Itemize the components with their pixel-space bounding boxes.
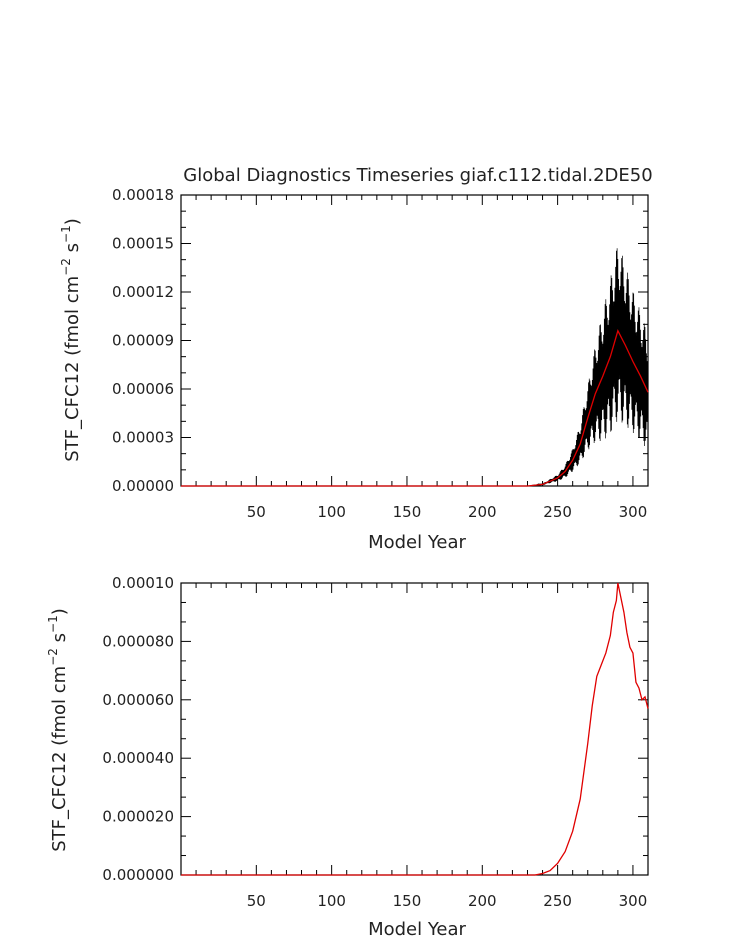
y-axis-title: STF_CFC12 (fmol cm−2 s−1): [59, 218, 83, 462]
y-axis-title-superscript: −2: [59, 258, 73, 276]
top-chart-panel: Global Diagnostics Timeseries giaf.c112.…: [59, 165, 653, 553]
y-axis-title-segment: s: [49, 633, 70, 648]
y-tick-label: 0.00018: [112, 186, 174, 204]
y-tick-label: 0.00009: [112, 332, 174, 350]
y-tick-label: 0.00003: [112, 429, 174, 447]
y-tick-label: 0.000020: [102, 808, 174, 826]
y-axis-title-superscript: −2: [46, 648, 60, 666]
y-axis-title-segment: STF_CFC12 (fmol cm: [62, 276, 83, 462]
y-axis-title-superscript: −1: [46, 615, 60, 633]
y-axis-title-text: STF_CFC12 (fmol cm−2 s−1): [59, 218, 83, 462]
x-tick-label: 200: [468, 892, 497, 910]
y-tick-label: 0.00006: [112, 380, 174, 398]
y-tick-label: 0.00000: [112, 477, 174, 495]
y-axis-title-segment: ): [62, 218, 83, 225]
x-tick-label: 50: [247, 892, 266, 910]
series-line-annual: [181, 582, 649, 876]
x-tick-label: 300: [619, 892, 648, 910]
y-axis-title: STF_CFC12 (fmol cm−2 s−1): [46, 608, 70, 852]
x-tick-label: 300: [619, 503, 648, 521]
x-tick-label: 100: [317, 892, 346, 910]
series-line-annual: [181, 329, 649, 487]
x-tick-label: 100: [317, 503, 346, 521]
x-tick-label: 250: [543, 503, 572, 521]
y-tick-label: 0.00010: [112, 574, 174, 592]
x-tick-label: 50: [247, 503, 266, 521]
plot-area: 50 100 150 200 250 300 0.000000 0.000020 0.00004…: [102, 574, 649, 910]
x-tick-label: 150: [393, 503, 422, 521]
y-tick-label: 0.00015: [112, 235, 174, 253]
chart-title: Global Diagnostics Timeseries giaf.c112.…: [183, 165, 652, 186]
y-tick-label: 0.000040: [102, 749, 174, 767]
x-tick-label: 200: [468, 503, 497, 521]
x-axis-title: Model Year: [368, 532, 466, 553]
y-tick-label: 0.000060: [102, 691, 174, 709]
y-tick-label: 0.00012: [112, 283, 174, 301]
y-axis-title-text: STF_CFC12 (fmol cm−2 s−1): [46, 608, 70, 852]
y-axis-title-superscript: −1: [59, 225, 73, 243]
y-axis-title-segment: s: [62, 243, 83, 258]
y-axis-title-segment: ): [49, 608, 70, 615]
x-tick-label: 250: [543, 892, 572, 910]
x-tick-label: 150: [393, 892, 422, 910]
y-tick-label: 0.000000: [102, 866, 174, 884]
x-axis-title: Model Year: [368, 919, 466, 940]
y-axis-title-segment: STF_CFC12 (fmol cm: [49, 666, 70, 852]
plot-area: 50 100 150 200 250 300 0.00000 0.00003 0.00006 0.…: [112, 186, 649, 521]
y-tick-label: 0.000080: [102, 632, 174, 650]
plot-frame: [180, 582, 649, 876]
bottom-chart-panel: STF_CFC12 (fmol cm−2 s−1) Model Year 50 1…: [46, 574, 649, 940]
